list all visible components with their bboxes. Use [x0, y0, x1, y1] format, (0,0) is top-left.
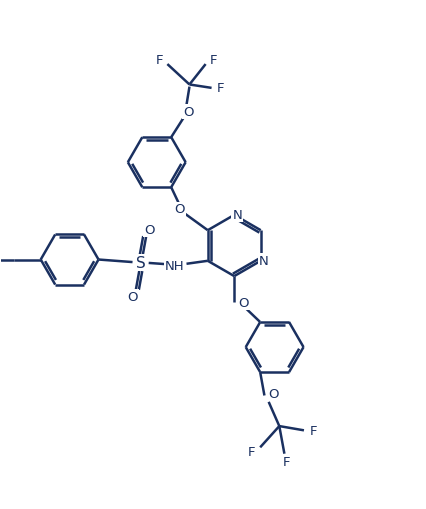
- Text: O: O: [144, 224, 155, 237]
- Text: S: S: [136, 256, 146, 271]
- Text: N: N: [259, 255, 269, 268]
- Text: O: O: [268, 387, 279, 400]
- Text: F: F: [210, 54, 217, 67]
- Text: F: F: [283, 455, 290, 468]
- Text: O: O: [183, 106, 193, 119]
- Text: F: F: [156, 54, 164, 67]
- Text: F: F: [310, 424, 317, 437]
- Text: NH: NH: [165, 259, 185, 272]
- Text: O: O: [239, 296, 249, 309]
- Text: F: F: [248, 445, 256, 458]
- Text: N: N: [232, 209, 242, 222]
- Text: O: O: [127, 290, 138, 303]
- Text: F: F: [217, 82, 225, 95]
- Text: O: O: [175, 203, 185, 216]
